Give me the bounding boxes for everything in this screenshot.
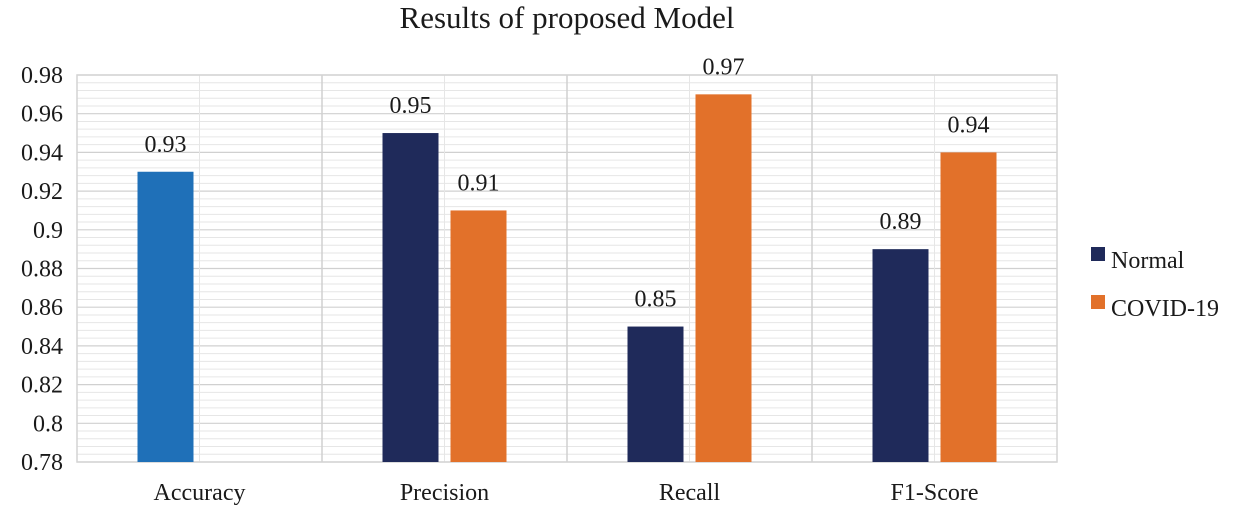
bar-recall-covid-19 <box>695 94 752 462</box>
legend-swatch-covid-19 <box>1091 295 1105 309</box>
data-label: 0.97 <box>703 54 745 80</box>
y-tick-label: 0.78 <box>21 450 63 476</box>
data-label: 0.89 <box>880 209 922 235</box>
bar-precision-covid-19 <box>450 210 507 462</box>
legend-label-normal: Normal <box>1111 248 1185 274</box>
y-tick-label: 0.92 <box>21 179 63 205</box>
y-tick-label: 0.8 <box>33 411 63 437</box>
legend: Normal COVID-19 <box>1091 247 1219 322</box>
x-tick-label: Recall <box>659 480 721 506</box>
plot-area-border <box>76 74 1058 463</box>
y-axis-tick-labels: 0.98 0.96 0.94 0.92 0.9 0.88 0.86 0.84 0.82 0.8 0.… <box>21 63 63 476</box>
y-tick-label: 0.96 <box>21 102 63 128</box>
bar-recall-normal <box>627 326 684 462</box>
legend-swatch-normal <box>1091 247 1105 261</box>
y-tick-label: 0.88 <box>21 257 63 283</box>
bars <box>137 94 997 463</box>
bar-f1-score-covid-19 <box>940 152 997 462</box>
data-label: 0.91 <box>458 170 500 196</box>
x-tick-label: Precision <box>400 480 489 506</box>
y-tick-label: 0.9 <box>33 218 63 244</box>
bar-accuracy-overall <box>137 171 194 462</box>
y-tick-label: 0.84 <box>21 334 63 360</box>
x-tick-label: Accuracy <box>154 480 246 506</box>
y-tick-label: 0.98 <box>21 63 63 89</box>
bar-precision-normal <box>382 133 439 463</box>
legend-label-covid-19: COVID-19 <box>1111 296 1219 322</box>
data-label: 0.93 <box>145 132 187 158</box>
bar-f1-score-normal <box>872 249 929 462</box>
chart-title: Results of proposed Model <box>400 0 735 35</box>
y-tick-label: 0.94 <box>21 140 63 166</box>
data-label: 0.95 <box>390 93 432 119</box>
data-labels: 0.93 0.95 0.91 0.85 0.97 0.89 0.94 <box>145 54 990 312</box>
x-axis-category-labels: Accuracy Precision Recall F1-Score <box>154 480 979 506</box>
y-tick-label: 0.82 <box>21 373 63 399</box>
data-label: 0.85 <box>635 287 677 313</box>
y-tick-label: 0.86 <box>21 295 63 321</box>
data-label: 0.94 <box>948 112 990 138</box>
x-tick-label: F1-Score <box>891 480 979 506</box>
